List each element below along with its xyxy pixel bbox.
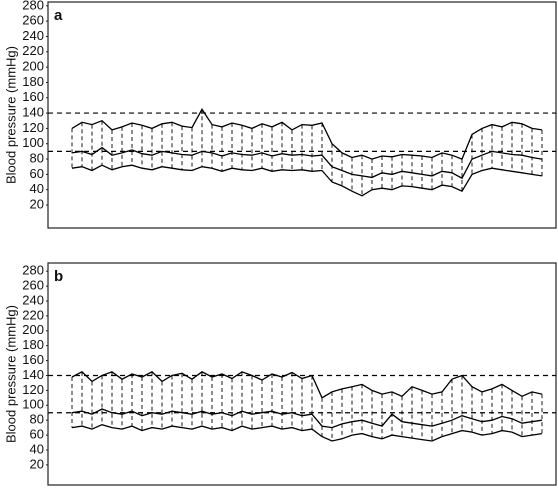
y-tick-label: 220 — [22, 307, 44, 322]
series-line — [71, 146, 543, 180]
y-tick-label: 80 — [30, 150, 44, 165]
y-tick-label: 140 — [22, 105, 44, 120]
y-axis-label: Blood pressure (mmHg) — [3, 46, 18, 184]
y-tick-label: 200 — [22, 59, 44, 74]
y-tick-label: 200 — [22, 322, 44, 337]
series-line — [71, 108, 543, 160]
y-tick-label: 280 — [22, 263, 44, 278]
y-tick-label: 240 — [22, 292, 44, 307]
y-tick-label: 220 — [22, 43, 44, 58]
y-tick-label: 60 — [30, 427, 44, 442]
series-line — [71, 371, 543, 399]
y-tick-label: 20 — [30, 196, 44, 211]
panel-label: b — [54, 268, 63, 285]
series-line — [71, 408, 543, 429]
y-tick-label: 80 — [30, 412, 44, 427]
y-tick-label: 60 — [30, 166, 44, 181]
y-tick-label: 120 — [22, 120, 44, 135]
plot-frame — [47, 262, 557, 486]
y-tick-label: 40 — [30, 181, 44, 196]
panel-label: a — [54, 7, 63, 24]
y-tick-label: 280 — [22, 0, 44, 12]
plot-frame — [47, 1, 557, 229]
series-line — [71, 164, 543, 197]
y-tick-label: 260 — [22, 13, 44, 28]
y-tick-label: 140 — [22, 367, 44, 382]
y-tick-label: 20 — [30, 456, 44, 471]
y-tick-label: 100 — [22, 397, 44, 412]
y-tick-label: 120 — [22, 382, 44, 397]
y-tick-label: 160 — [22, 352, 44, 367]
y-tick-label: 100 — [22, 135, 44, 150]
y-tick-label: 260 — [22, 278, 44, 293]
y-tick-label: 180 — [22, 74, 44, 89]
series-line — [71, 424, 543, 442]
y-tick-label: 240 — [22, 28, 44, 43]
y-tick-label: 160 — [22, 89, 44, 104]
y-tick-label: 180 — [22, 337, 44, 352]
y-tick-label: 40 — [30, 441, 44, 456]
y-axis-label: Blood pressure (mmHg) — [3, 305, 18, 443]
